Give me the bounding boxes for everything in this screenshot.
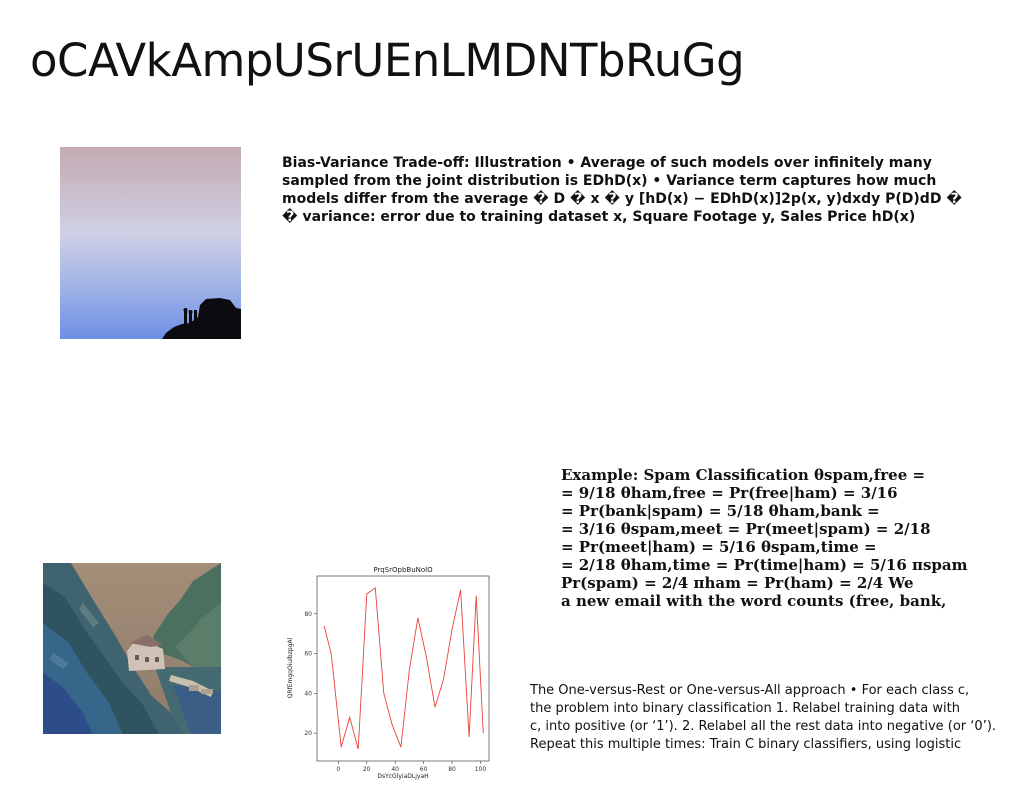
x-tick-label: 100 bbox=[475, 766, 487, 773]
chart-ylabel: QRfEmgqOiuIbzpgAl bbox=[287, 637, 294, 698]
ovr-line: Repeat this multiple times: Train C bina… bbox=[530, 737, 962, 752]
spam-line: Example: Spam Classification θspam,free … bbox=[561, 466, 926, 484]
spam-line: Pr(spam) = 2/4 πham = Pr(ham) = 2/4 We bbox=[561, 574, 914, 592]
spam-line: = 9/18 θham,free = Pr(free|ham) = 3/16 bbox=[561, 484, 898, 502]
x-tick-label: 20 bbox=[363, 766, 371, 773]
slide-title: oCAVkAmpUSrUEnLMDNTbRuGg bbox=[30, 34, 745, 87]
chart-title: PrqSrOpbBuNolO bbox=[373, 566, 433, 574]
ovr-line: c, into positive (or ‘1’). 2. Relabel al… bbox=[530, 719, 997, 734]
valley-building-photo bbox=[43, 563, 221, 734]
ovr-line: the problem into binary classification 1… bbox=[530, 701, 960, 716]
y-tick-label: 40 bbox=[304, 690, 312, 697]
spam-line: = 3/16 θspam,meet = Pr(meet|spam) = 2/18 bbox=[561, 520, 931, 538]
y-tick-label: 20 bbox=[304, 730, 312, 737]
spam-line: = Pr(meet|ham) = 5/16 θspam,time = bbox=[561, 538, 877, 556]
x-tick-label: 0 bbox=[336, 766, 340, 773]
x-tick-label: 40 bbox=[391, 766, 399, 773]
one-vs-rest-text: The One-versus-Rest or One-versus-All ap… bbox=[530, 682, 1020, 754]
y-tick-label: 80 bbox=[304, 611, 312, 618]
spam-line: = Pr(bank|spam) = 5/18 θham,bank = bbox=[561, 502, 880, 520]
chart-xlabel: DsYcGlyiaDLjyaH bbox=[377, 773, 428, 780]
chart-frame bbox=[316, 575, 490, 762]
y-tick-label: 60 bbox=[304, 651, 312, 658]
ovr-line: The One-versus-Rest or One-versus-All ap… bbox=[530, 683, 970, 698]
spam-line: a new email with the word counts (free, … bbox=[561, 592, 947, 610]
spam-line: = 2/18 θham,time = Pr(time|ham) = 5/16 π… bbox=[561, 556, 968, 574]
x-tick-label: 80 bbox=[448, 766, 456, 773]
spam-example-text: Example: Spam Classification θspam,free … bbox=[561, 466, 1021, 610]
series-line bbox=[323, 587, 484, 750]
x-tick-label: 60 bbox=[420, 766, 428, 773]
sky-silhouette-photo bbox=[60, 147, 241, 339]
line-chart: PrqSrOpbBuNolO 0 20 40 60 80 100 20 40 60 80 DsYc… bbox=[283, 560, 503, 782]
bias-variance-text: Bias-Variance Trade-off: Illustration • … bbox=[282, 155, 962, 225]
